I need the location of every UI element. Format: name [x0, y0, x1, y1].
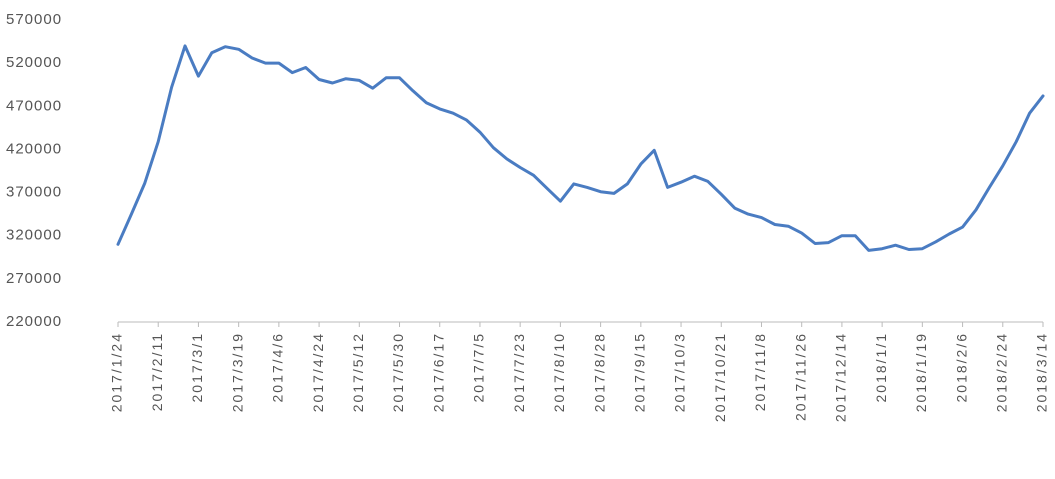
x-tick-label: 2017/3/19 — [229, 332, 245, 412]
x-tick-label: 2017/7/5 — [471, 332, 487, 403]
x-tick-label: 2017/8/28 — [591, 332, 607, 412]
y-tick-label: 220000 — [6, 313, 62, 330]
x-tick-label: 2018/2/24 — [993, 332, 1009, 412]
line-series — [116, 44, 1045, 252]
x-tick-label: 2017/11/26 — [792, 332, 808, 421]
x-tick-label: 2017/3/1 — [189, 332, 205, 403]
x-tick-label: 2017/1/24 — [109, 332, 125, 412]
x-tick-label: 2017/6/17 — [430, 332, 446, 412]
x-tick-label: 2017/5/30 — [390, 332, 406, 412]
x-tick-label: 2017/12/14 — [833, 332, 849, 422]
y-tick-label: 470000 — [6, 97, 62, 114]
x-tick-label: 2017/4/6 — [270, 332, 286, 403]
y-tick-label: 270000 — [6, 270, 62, 287]
x-tick-label: 2017/5/12 — [350, 332, 366, 412]
x-tick-label: 2017/10/21 — [712, 332, 728, 422]
x-tick-label: 2017/7/23 — [511, 332, 527, 412]
x-tick-label: 2017/11/8 — [752, 332, 768, 411]
x-tick-label: 2018/1/19 — [913, 332, 929, 412]
y-tick-label: 370000 — [6, 184, 62, 201]
x-tick-label: 2018/3/14 — [1034, 332, 1050, 412]
x-tick-label: 2017/8/10 — [551, 332, 567, 412]
x-tick-label: 2017/4/24 — [310, 332, 326, 412]
x-tick-label: 2017/2/11 — [149, 332, 165, 411]
x-tick-label: 2017/9/15 — [632, 332, 648, 412]
y-tick-label: 520000 — [6, 54, 62, 71]
x-tick-label: 2018/2/6 — [953, 332, 969, 403]
y-tick-label: 420000 — [6, 140, 62, 157]
y-tick-label: 570000 — [6, 11, 62, 28]
x-tick-label: 2017/10/3 — [672, 332, 688, 412]
y-tick-label: 320000 — [6, 227, 62, 244]
x-tick-label: 2018/1/1 — [873, 332, 889, 403]
